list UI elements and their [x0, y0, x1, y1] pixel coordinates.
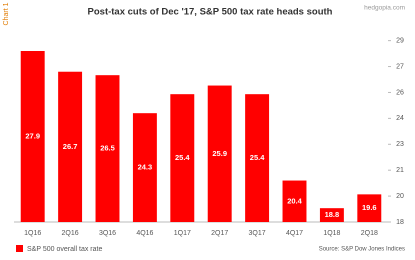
y-tick-label: 20 — [396, 193, 404, 200]
value-label: 25.4 — [250, 153, 265, 162]
value-label: 27.9 — [25, 131, 40, 140]
x-tick-label: 3Q16 — [99, 230, 116, 237]
value-label: 26.7 — [63, 142, 78, 151]
bar — [58, 71, 83, 223]
y-tick-label: 27 — [396, 63, 404, 70]
bar — [357, 194, 382, 222]
x-tick-label: 4Q16 — [136, 230, 153, 237]
value-label: 18.8 — [325, 210, 340, 219]
x-tick-label: 1Q17 — [174, 230, 191, 237]
y-tick-label: 24 — [396, 115, 404, 122]
x-tick-label: 2Q18 — [361, 230, 378, 237]
value-label: 19.6 — [362, 203, 377, 212]
bar — [319, 208, 344, 222]
x-tick-label: 3Q17 — [249, 230, 266, 237]
value-label: 26.5 — [100, 144, 115, 153]
bar — [132, 113, 157, 222]
x-tick-label: 2Q17 — [211, 230, 228, 237]
value-label: 20.4 — [287, 196, 302, 205]
y-tick-label: 29 — [396, 37, 404, 44]
x-tick-label: 1Q18 — [323, 230, 340, 237]
bar — [20, 51, 45, 222]
bar — [245, 94, 270, 222]
y-tick-label: 18 — [396, 219, 404, 226]
source: Source: S&P Dow Jones Indices — [319, 247, 405, 253]
x-tick-label: 2Q16 — [62, 230, 79, 237]
legend-label: S&P 500 overall tax rate — [27, 246, 102, 253]
bar — [170, 94, 195, 222]
legend-swatch — [16, 245, 23, 252]
value-label: 25.4 — [175, 153, 190, 162]
chart-label: Chart 1 — [3, 2, 10, 25]
x-tick-label: 4Q17 — [286, 230, 303, 237]
y-tick-label: 23 — [396, 141, 404, 148]
bar — [282, 180, 307, 222]
x-tick-label: 1Q16 — [24, 230, 41, 237]
value-label: 25.9 — [212, 149, 227, 158]
y-tick-label: 26 — [396, 89, 404, 96]
watermark: hedgopia.com — [364, 5, 405, 12]
chart-title: Post-tax cuts of Dec '17, S&P 500 tax ra… — [88, 7, 333, 18]
y-tick-label: 21 — [396, 167, 404, 174]
bar — [95, 75, 120, 222]
bar — [207, 85, 232, 222]
value-label: 24.3 — [138, 163, 153, 172]
